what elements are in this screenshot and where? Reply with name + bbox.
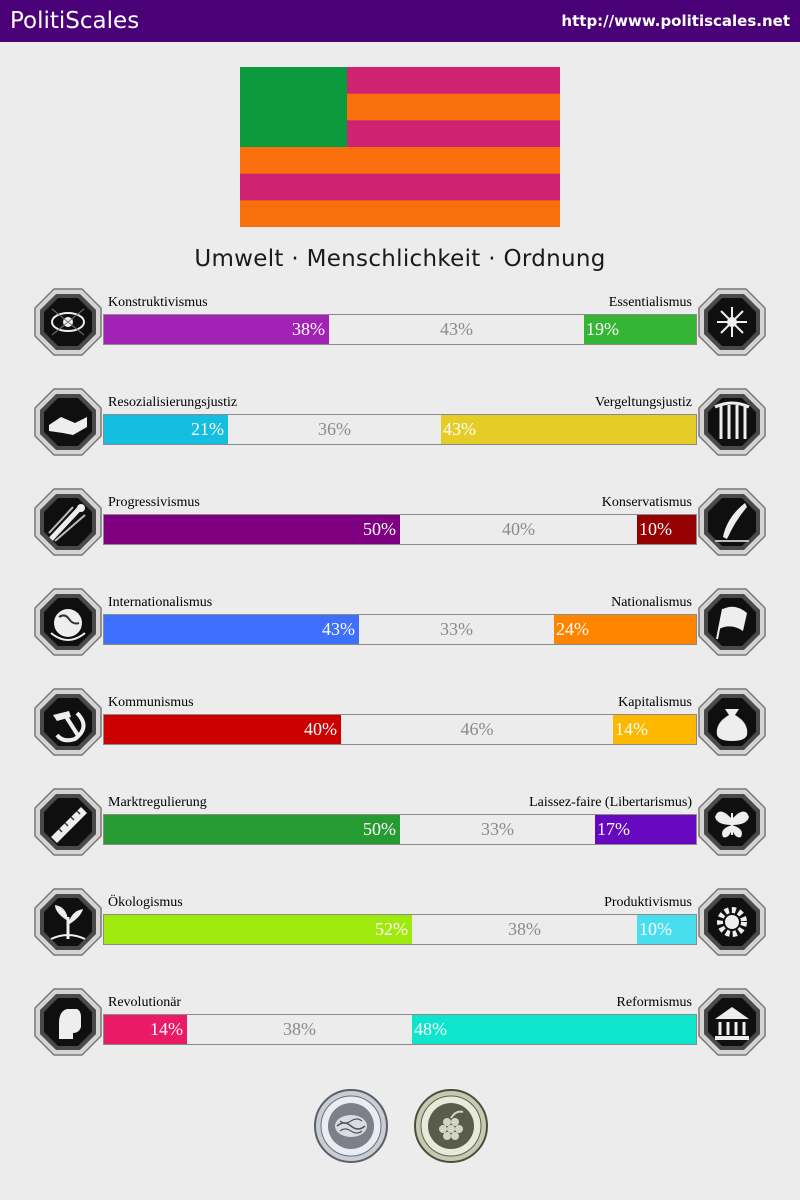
axis-bar: 50% 40% 10% <box>103 514 697 545</box>
axis-neutral-segment: 40% <box>502 519 535 539</box>
axis-left-label: Progressivismus <box>108 495 200 510</box>
axis-left-label: Marktregulierung <box>108 795 207 810</box>
axis-neutral-segment: 38% <box>508 919 541 939</box>
axis-bar: 21% 36% 43% <box>103 414 697 445</box>
flag-stripe <box>240 200 560 227</box>
axis-row: Marktregulierung Laissez-faire (Libertari… <box>0 787 800 867</box>
axis-bar: 43% 33% 24% <box>103 614 697 645</box>
prison-bars-icon <box>697 387 767 457</box>
ruler-icon <box>33 787 103 857</box>
brain-seal-icon <box>313 1088 389 1164</box>
handshake-icon <box>33 387 103 457</box>
eye-icon <box>33 287 103 357</box>
axis-left-label: Revolutionär <box>108 995 182 1010</box>
axis-row: Ökologismus Produktivismus 52% 38% 10% <box>0 887 800 967</box>
axis-right-label: Vergeltungsjustiz <box>595 395 692 410</box>
hammer-sickle-icon <box>33 687 103 757</box>
header-bar: PolitiScales http://www.politiscales.net <box>0 0 800 42</box>
axis-left-segment: 40% <box>104 715 341 744</box>
axis-left-segment: 52% <box>104 915 412 944</box>
axis-right-label: Reformismus <box>616 995 692 1010</box>
axis-neutral-segment: 46% <box>460 719 494 739</box>
axis-row: Internationalismus Nationalismus 43% 33% 24% <box>0 587 800 667</box>
axis-bar: 14% 38% 48% <box>103 1014 697 1045</box>
money-bag-icon <box>697 687 767 757</box>
axis-bar: 40% 46% 14% <box>103 714 697 745</box>
axis-left-label: Resozialisierungsjustiz <box>108 395 238 410</box>
axis-right-label: Konservatismus <box>601 495 692 510</box>
axis-bar: 50% 33% 17% <box>103 814 697 845</box>
axis-row: Revolutionär Reformismus 14% 38% 48% <box>0 987 800 1067</box>
axis-left-segment: 14% <box>104 1015 187 1044</box>
butterfly-icon <box>697 787 767 857</box>
axis-left-segment: 43% <box>104 615 359 644</box>
axis-row: Kommunismus Kapitalismus 40% 46% 14% <box>0 687 800 767</box>
parliament-icon <box>697 987 767 1057</box>
axis-right-segment: 43% <box>441 415 696 444</box>
axis-right-label: Produktivismus <box>604 895 692 910</box>
axis-right-segment: 17% <box>595 815 696 844</box>
axis-right-label: Essentialismus <box>608 295 692 310</box>
axis-left-segment: 50% <box>104 515 400 544</box>
axis-right-segment: 10% <box>637 515 696 544</box>
axis-row: Resozialisierungsjustiz Vergeltungsjustiz… <box>0 387 800 467</box>
flag-stripe <box>240 173 560 201</box>
axis-right-segment: 24% <box>554 615 696 644</box>
globe-icon <box>33 587 103 657</box>
axis-neutral-segment: 43% <box>440 319 473 339</box>
brand-logo[interactable]: PolitiScales <box>10 8 140 34</box>
axis-left-label: Ökologismus <box>108 895 183 910</box>
flag-stripe <box>240 147 560 175</box>
axis-left-segment: 38% <box>104 315 329 344</box>
axis-right-segment: 48% <box>412 1015 696 1044</box>
comet-icon <box>33 487 103 557</box>
axis-right-label: Laissez-faire (Libertarismus) <box>529 795 692 810</box>
axis-row: Progressivismus Konservatismus 50% 40% 10% <box>0 487 800 567</box>
axis-bar: 38% 43% 19% <box>103 314 697 345</box>
axis-left-label: Internationalismus <box>108 595 213 610</box>
gear-icon <box>697 887 767 957</box>
axis-neutral-segment: 36% <box>318 419 351 439</box>
sprout-icon <box>33 887 103 957</box>
axis-right-label: Kapitalismus <box>618 695 692 710</box>
axis-right-label: Nationalismus <box>611 595 692 610</box>
axis-left-segment: 50% <box>104 815 400 844</box>
quill-icon <box>697 487 767 557</box>
flag-canton <box>240 67 347 147</box>
slogan: Umwelt · Menschlichkeit · Ordnung <box>194 246 606 272</box>
axis-neutral-segment: 33% <box>440 619 473 639</box>
grapes-seal-icon <box>413 1088 489 1164</box>
site-url-link[interactable]: http://www.politiscales.net <box>561 12 790 30</box>
badges <box>0 1088 800 1164</box>
axis-row: Konstruktivismus Essentialismus 38% 43% 19% <box>0 287 800 367</box>
axis-neutral-segment: 33% <box>481 819 514 839</box>
axis-right-segment: 10% <box>637 915 696 944</box>
result-flag <box>240 67 560 227</box>
flag-icon <box>697 587 767 657</box>
raised-fist-icon <box>33 987 103 1057</box>
axis-left-segment: 21% <box>104 415 228 444</box>
axis-bar: 52% 38% 10% <box>103 914 697 945</box>
axis-right-segment: 19% <box>584 315 696 344</box>
axis-right-segment: 14% <box>613 715 696 744</box>
axis-neutral-segment: 38% <box>283 1019 316 1039</box>
flower-icon <box>697 287 767 357</box>
axis-left-label: Kommunismus <box>108 695 194 710</box>
axis-left-label: Konstruktivismus <box>108 295 208 310</box>
